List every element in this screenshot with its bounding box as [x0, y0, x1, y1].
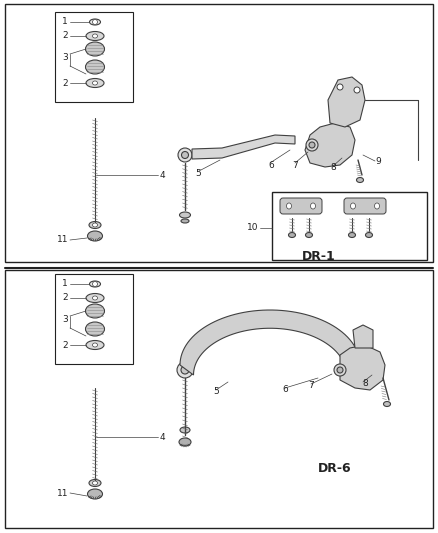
Text: 1: 1 — [62, 18, 68, 27]
Ellipse shape — [85, 42, 105, 56]
Text: 2: 2 — [62, 341, 68, 350]
Ellipse shape — [89, 281, 100, 287]
Ellipse shape — [181, 366, 189, 374]
Bar — [55, 274, 133, 364]
Text: 7: 7 — [292, 160, 298, 169]
Ellipse shape — [85, 304, 105, 318]
Ellipse shape — [306, 139, 318, 151]
Ellipse shape — [92, 34, 98, 38]
Text: 7: 7 — [308, 382, 314, 391]
Bar — [5, 4, 433, 262]
Text: 9: 9 — [375, 157, 381, 166]
Ellipse shape — [92, 281, 98, 287]
Bar — [5, 270, 433, 528]
Polygon shape — [328, 77, 365, 127]
Text: DR-1: DR-1 — [302, 249, 336, 262]
Text: 2: 2 — [62, 78, 68, 87]
FancyBboxPatch shape — [344, 198, 386, 214]
Text: 4: 4 — [160, 171, 166, 180]
Ellipse shape — [88, 489, 102, 499]
Ellipse shape — [334, 364, 346, 376]
Polygon shape — [353, 325, 373, 348]
Text: 2: 2 — [62, 294, 68, 303]
Ellipse shape — [337, 367, 343, 373]
Ellipse shape — [89, 222, 101, 229]
Ellipse shape — [374, 203, 379, 209]
Text: 5: 5 — [213, 387, 219, 397]
Ellipse shape — [92, 296, 98, 300]
Ellipse shape — [178, 148, 192, 162]
Ellipse shape — [86, 31, 104, 41]
Ellipse shape — [179, 438, 191, 446]
Text: 6: 6 — [282, 385, 288, 394]
Ellipse shape — [181, 151, 188, 158]
Text: 10: 10 — [247, 223, 258, 232]
Ellipse shape — [289, 232, 296, 238]
FancyBboxPatch shape — [280, 198, 322, 214]
Ellipse shape — [92, 223, 98, 227]
Text: 2: 2 — [62, 31, 68, 41]
Text: 11: 11 — [57, 236, 68, 245]
Text: 3: 3 — [62, 53, 68, 62]
Ellipse shape — [309, 142, 315, 148]
Ellipse shape — [92, 81, 98, 85]
Polygon shape — [305, 123, 355, 167]
Text: 8: 8 — [330, 164, 336, 173]
Text: 3: 3 — [62, 316, 68, 325]
Ellipse shape — [180, 212, 191, 218]
Text: 4: 4 — [160, 432, 166, 441]
Polygon shape — [192, 135, 295, 159]
Text: 8: 8 — [362, 378, 368, 387]
Ellipse shape — [177, 362, 193, 378]
Ellipse shape — [88, 231, 102, 241]
Bar — [55, 12, 133, 102]
Polygon shape — [340, 345, 385, 390]
Ellipse shape — [337, 84, 343, 90]
Ellipse shape — [384, 401, 391, 407]
Polygon shape — [180, 310, 360, 375]
Bar — [272, 192, 427, 260]
Text: DR-6: DR-6 — [318, 462, 352, 474]
Ellipse shape — [349, 232, 356, 238]
Ellipse shape — [89, 19, 100, 25]
Ellipse shape — [305, 232, 312, 238]
Ellipse shape — [365, 232, 372, 238]
Ellipse shape — [92, 20, 98, 25]
Ellipse shape — [354, 87, 360, 93]
Text: 11: 11 — [57, 489, 68, 497]
Ellipse shape — [286, 203, 292, 209]
Ellipse shape — [311, 203, 315, 209]
Ellipse shape — [86, 341, 104, 350]
Ellipse shape — [350, 203, 356, 209]
Text: 6: 6 — [268, 160, 274, 169]
Ellipse shape — [181, 219, 189, 223]
Ellipse shape — [357, 177, 364, 182]
Ellipse shape — [92, 481, 98, 485]
Ellipse shape — [180, 427, 190, 433]
Ellipse shape — [89, 480, 101, 487]
Text: 5: 5 — [195, 168, 201, 177]
Ellipse shape — [85, 322, 105, 336]
Text: 1: 1 — [62, 279, 68, 288]
Ellipse shape — [86, 78, 104, 87]
Ellipse shape — [85, 60, 105, 74]
Ellipse shape — [86, 294, 104, 303]
Ellipse shape — [92, 343, 98, 347]
